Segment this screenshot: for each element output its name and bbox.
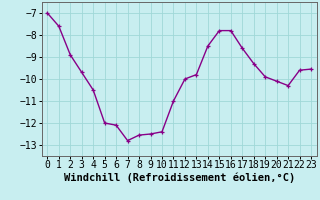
X-axis label: Windchill (Refroidissement éolien,°C): Windchill (Refroidissement éolien,°C) — [64, 173, 295, 183]
